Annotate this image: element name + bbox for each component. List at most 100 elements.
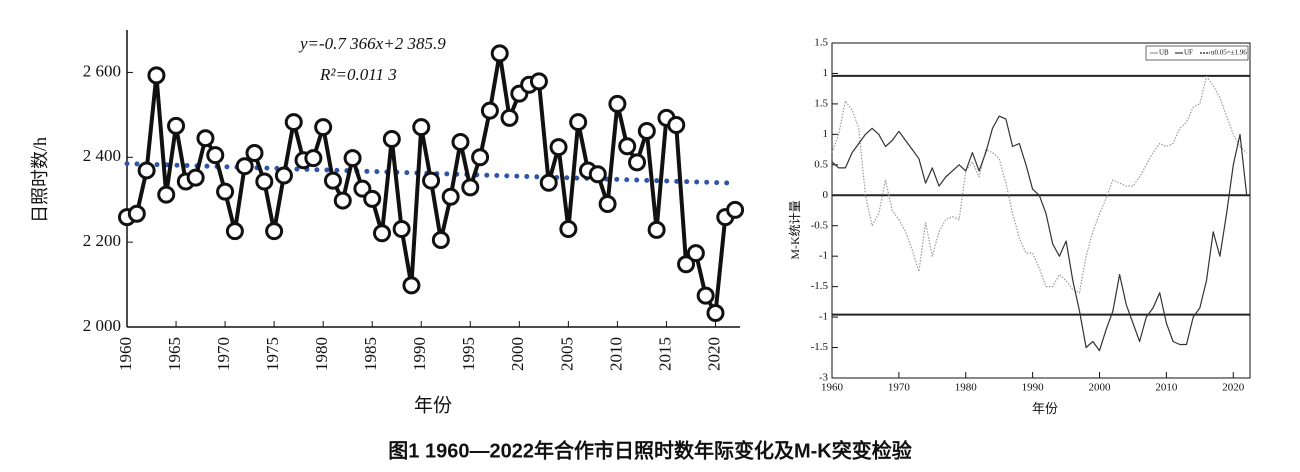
- data-point: [431, 231, 450, 250]
- y-tick-label: 1.5: [814, 97, 828, 109]
- y-tick-label: 1.5: [814, 37, 828, 49]
- data-point: [157, 185, 176, 204]
- data-point: [147, 66, 166, 85]
- x-tick-label: 1990: [410, 337, 429, 371]
- data-point: [686, 244, 705, 263]
- data-point: [490, 44, 509, 63]
- data-point: [392, 219, 411, 238]
- data-point: [471, 148, 490, 167]
- data-point: [637, 121, 656, 140]
- x-tick-label: 2020: [1222, 382, 1245, 394]
- y-tick-label: 2 000: [83, 316, 121, 335]
- data-point: [196, 129, 215, 148]
- data-point: [549, 138, 568, 157]
- x-tick-label: 1975: [263, 337, 282, 371]
- x-axis-title: 年份: [1032, 401, 1058, 416]
- data-point: [373, 224, 392, 243]
- plot-frame: [831, 42, 1251, 379]
- legend-label: UF: [1184, 49, 1193, 57]
- x-tick-label: 1960: [821, 382, 844, 394]
- data-point: [225, 222, 244, 241]
- legend-box: [1145, 45, 1249, 61]
- data-point: [647, 220, 666, 239]
- data-point: [422, 171, 441, 190]
- trend-line: [124, 161, 738, 186]
- data-point: [588, 165, 607, 184]
- x-tick-label: 1980: [312, 337, 331, 371]
- data-point: [363, 189, 382, 208]
- y-tick-label: 0: [823, 189, 829, 201]
- y-tick-label: -0.5: [811, 219, 829, 231]
- data-point: [696, 286, 715, 305]
- data-point: [245, 144, 264, 163]
- data-point: [265, 222, 284, 241]
- data-point: [137, 161, 156, 180]
- x-tick-label: 1985: [361, 337, 380, 371]
- data-point: [628, 153, 647, 172]
- data-point: [559, 219, 578, 238]
- x-tick-label: 1960: [116, 337, 135, 371]
- y-tick-label: -3: [819, 372, 829, 384]
- data-point: [284, 113, 303, 132]
- data-point: [598, 194, 617, 213]
- x-tick-label: 1970: [214, 337, 233, 371]
- data-point: [186, 168, 205, 187]
- caption: 图1 1960—2022年合作市日照时数年际变化及M-K突变检验: [388, 438, 911, 462]
- y-tick-label: -1.5: [811, 341, 829, 353]
- data-point: [382, 130, 401, 149]
- data-point: [608, 94, 627, 113]
- data-point: [677, 255, 696, 274]
- series-line: [831, 115, 1248, 352]
- x-tick-label: 2000: [508, 337, 527, 371]
- data-point: [167, 116, 186, 135]
- data-point: [461, 178, 480, 197]
- annotation: R²=0.011 3: [319, 65, 397, 84]
- x-tick-label: 2010: [1155, 382, 1178, 394]
- data-point: [618, 137, 637, 156]
- data-point: [216, 182, 235, 201]
- data-point: [274, 166, 293, 185]
- data-point: [235, 157, 254, 176]
- data-point: [667, 116, 686, 135]
- data-point: [500, 108, 519, 127]
- x-tick-label: 2005: [557, 337, 576, 371]
- x-tick-label: 1970: [888, 382, 911, 394]
- data-point: [127, 204, 146, 223]
- data-point: [480, 101, 499, 120]
- series-line: [831, 75, 1248, 294]
- data-point: [726, 200, 745, 219]
- x-tick-label: 2010: [606, 337, 625, 371]
- data-point: [323, 171, 342, 190]
- y-axis-title: 日照时数/h: [30, 137, 50, 223]
- data-point: [314, 118, 333, 137]
- legend-label: u0.05=±1.96: [1211, 49, 1247, 57]
- y-tick-label: 2 400: [83, 146, 121, 165]
- y-tick-label: 0.5: [814, 158, 828, 170]
- data-point: [333, 191, 352, 210]
- y-tick-label: 2 600: [83, 61, 121, 80]
- data-point: [706, 303, 725, 322]
- x-tick-label: 2015: [655, 337, 674, 371]
- data-point: [206, 146, 225, 165]
- y-tick-label: -1: [819, 250, 828, 262]
- x-tick-label: 1980: [955, 382, 978, 394]
- legend-label: UB: [1159, 49, 1169, 57]
- x-tick-label: 1965: [165, 337, 184, 371]
- data-point: [402, 276, 421, 295]
- x-tick-label: 1990: [1022, 382, 1045, 394]
- data-point: [539, 173, 558, 192]
- data-point: [255, 172, 274, 191]
- data-point: [529, 72, 548, 91]
- data-point: [304, 149, 323, 168]
- y-tick-label: 2 200: [83, 231, 121, 250]
- y-tick-label: -1: [819, 311, 828, 323]
- x-tick-label: 1995: [459, 337, 478, 371]
- data-point: [343, 149, 362, 168]
- x-axis-title: 年份: [414, 394, 452, 416]
- y-tick-label: 1: [823, 67, 829, 79]
- data-point: [451, 133, 470, 152]
- data-point: [441, 187, 460, 206]
- y-axis-title: M-K统计量: [788, 200, 802, 259]
- x-tick-label: 2020: [704, 337, 723, 371]
